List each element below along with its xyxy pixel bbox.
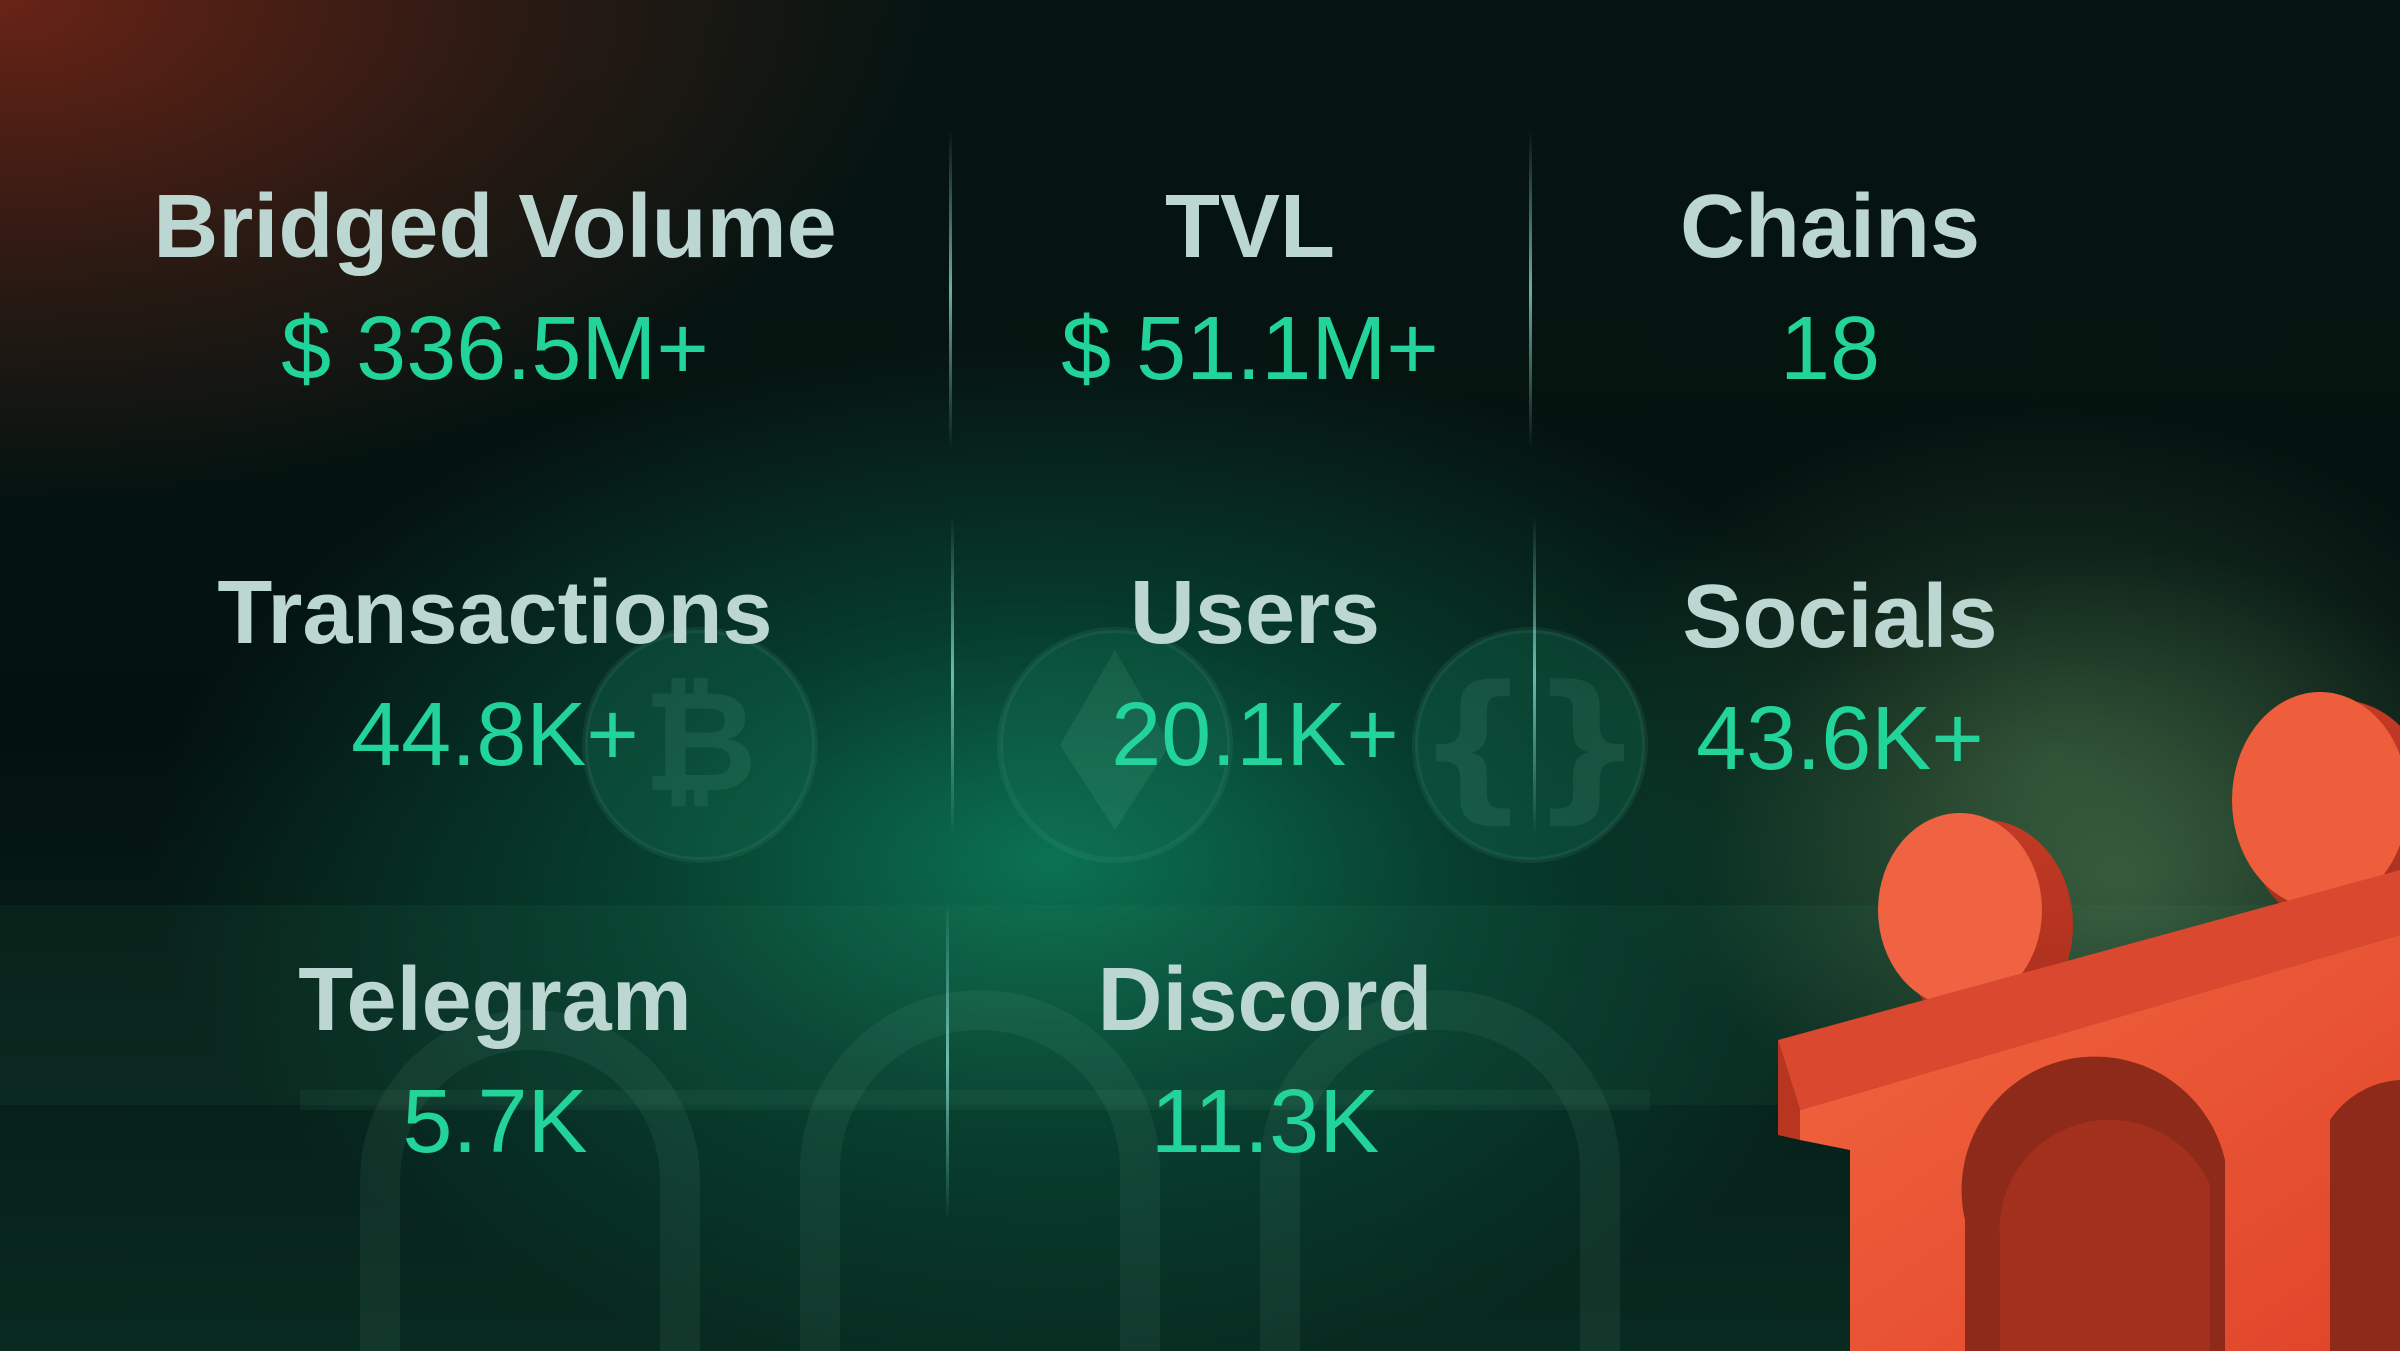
- divider-row3-a: [946, 900, 949, 1220]
- stat-transactions: Transactions 44.8K+: [145, 568, 845, 780]
- svg-text:₿: ₿: [643, 661, 757, 824]
- stat-label: Chains: [1679, 177, 1981, 277]
- stat-value: 44.8K+: [351, 685, 639, 785]
- stat-value: $ 336.5M+: [281, 299, 709, 399]
- stat-value: 11.3K: [1150, 1072, 1380, 1172]
- stat-value: 5.7K: [402, 1072, 588, 1172]
- braces-coin-icon: {}: [1412, 627, 1648, 863]
- bitcoin-coin-icon: ₿: [582, 627, 818, 863]
- stat-users: Users 20.1K+: [1005, 568, 1505, 780]
- faint-arches: [360, 990, 1620, 1351]
- bridge-3d-icon: [1778, 692, 2400, 1351]
- stat-value: $ 51.1M+: [1061, 299, 1439, 399]
- divider-row2-a: [951, 515, 954, 835]
- stat-value: 43.6K+: [1696, 689, 1984, 789]
- ethereum-coin-icon: [997, 627, 1233, 863]
- stat-chains: Chains 18: [1580, 182, 2080, 394]
- stat-label: TVL: [1165, 177, 1335, 277]
- stat-telegram: Telegram 5.7K: [245, 955, 745, 1167]
- stat-label: Socials: [1682, 567, 1998, 667]
- stat-label: Telegram: [298, 950, 692, 1050]
- stat-value: 18: [1779, 299, 1881, 399]
- divider-row2-b: [1533, 515, 1536, 835]
- stat-tvl: TVL $ 51.1M+: [1000, 182, 1500, 394]
- stat-socials: Socials 43.6K+: [1590, 572, 2090, 784]
- stat-label: Users: [1129, 563, 1381, 663]
- divider-row1-a: [949, 130, 952, 450]
- svg-text:{}: {}: [1416, 651, 1644, 838]
- stat-label: Transactions: [217, 563, 773, 663]
- divider-row1-b: [1529, 130, 1532, 450]
- stat-bridged-volume: Bridged Volume $ 336.5M+: [95, 182, 895, 394]
- stat-discord: Discord 11.3K: [1015, 955, 1515, 1167]
- stat-value: 20.1K+: [1111, 685, 1399, 785]
- stat-label: Discord: [1097, 950, 1433, 1050]
- stat-label: Bridged Volume: [153, 177, 837, 277]
